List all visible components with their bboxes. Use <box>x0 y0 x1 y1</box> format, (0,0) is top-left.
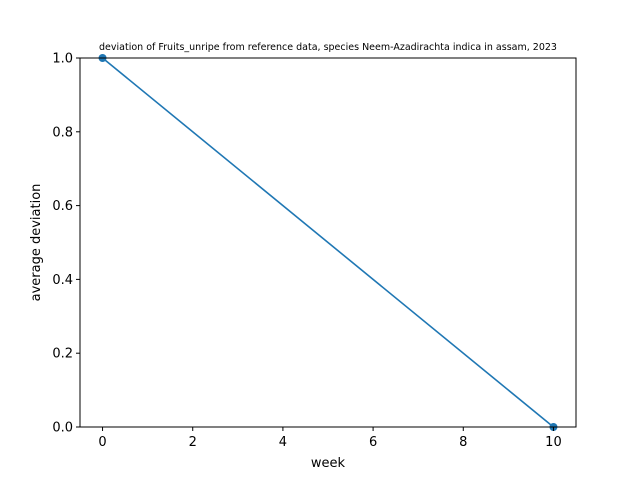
x-tick-label: 8 <box>459 435 467 450</box>
y-tick-label: 1.0 <box>52 52 73 67</box>
series-line <box>102 57 554 428</box>
x-tick-label: 0 <box>98 435 106 450</box>
x-tick-label: 4 <box>279 435 287 450</box>
ticks-layer: 0 2 4 6 8 10 0.0 0.2 0.4 0.6 0.8 1.0 <box>52 52 561 451</box>
x-tick-label: 10 <box>545 435 562 450</box>
plot-frame <box>79 57 577 428</box>
y-tick-label: 0.4 <box>52 273 73 288</box>
y-tick-label: 0.2 <box>52 347 73 362</box>
y-tick-label: 0.8 <box>52 125 73 140</box>
x-tick-label: 6 <box>369 435 377 450</box>
chart-title: deviation of Fruits_unripe from referenc… <box>99 42 557 53</box>
y-tick-label: 0.6 <box>52 199 73 214</box>
y-tick-label: 0.0 <box>52 421 73 436</box>
x-axis-label: week <box>311 456 346 471</box>
x-tick-label: 2 <box>189 435 197 450</box>
y-axis-label: average deviation <box>29 184 44 302</box>
